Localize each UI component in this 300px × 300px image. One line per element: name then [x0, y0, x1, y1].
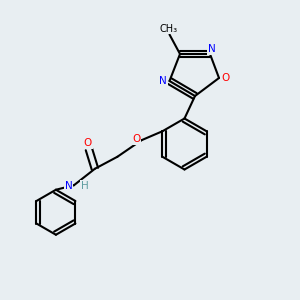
- Text: N: N: [208, 44, 215, 54]
- Text: CH₃: CH₃: [160, 23, 178, 34]
- Text: O: O: [132, 134, 140, 144]
- Text: O: O: [221, 73, 230, 83]
- Text: N: N: [65, 181, 72, 191]
- Text: N: N: [159, 76, 167, 86]
- Text: O: O: [83, 138, 92, 148]
- Text: H: H: [81, 181, 89, 191]
